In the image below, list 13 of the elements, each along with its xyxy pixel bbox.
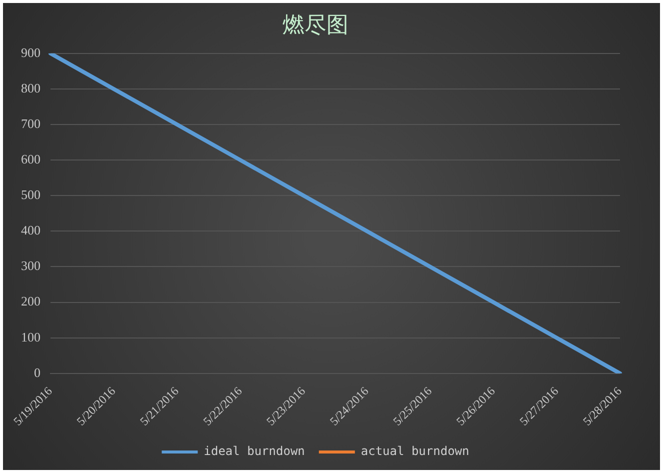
y-tick-label: 300 — [21, 258, 40, 274]
y-tick-label: 500 — [21, 187, 40, 202]
legend-label: actual burndown — [360, 444, 470, 458]
legend-label: ideal burndown — [204, 444, 305, 458]
y-tick-label: 100 — [21, 329, 40, 344]
chart-title: 燃尽图 — [282, 12, 348, 38]
y-tick-label: 400 — [21, 222, 40, 238]
y-tick-label: 200 — [21, 294, 40, 309]
y-tick-label: 900 — [21, 44, 40, 60]
y-tick-label: 700 — [21, 116, 40, 131]
y-tick-label: 0 — [34, 364, 40, 380]
y-tick-label: 600 — [21, 151, 40, 166]
y-tick-label: 800 — [21, 80, 40, 96]
